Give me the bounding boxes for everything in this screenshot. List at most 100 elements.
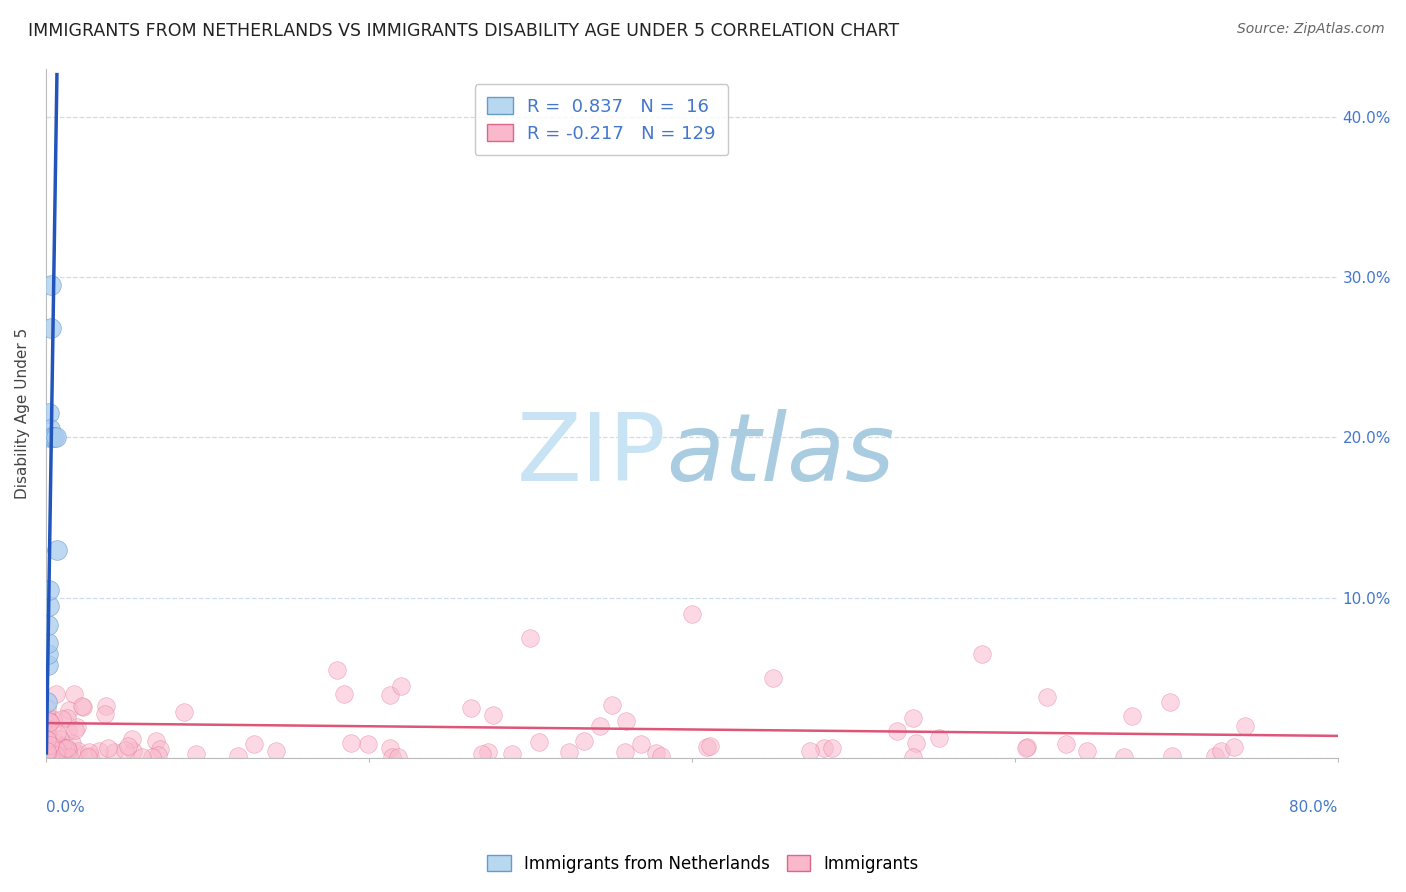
Text: Source: ZipAtlas.com: Source: ZipAtlas.com	[1237, 22, 1385, 37]
Point	[145, 734, 167, 748]
Point	[38, 715, 60, 730]
Point	[1114, 749, 1136, 764]
Point	[42, 712, 65, 726]
Point	[39, 749, 62, 764]
Point	[501, 747, 523, 761]
Point	[103, 745, 125, 759]
Point	[46, 743, 69, 757]
Y-axis label: Disability Age Under 5: Disability Age Under 5	[15, 327, 30, 499]
Point	[51, 739, 73, 754]
Point	[1017, 739, 1039, 754]
Point	[48, 747, 70, 762]
Point	[1054, 737, 1077, 751]
Point	[650, 749, 672, 764]
Point	[114, 743, 136, 757]
Point	[141, 749, 163, 764]
Point	[574, 733, 596, 747]
Point	[49, 749, 72, 764]
Point	[39, 749, 62, 764]
Point	[49, 731, 72, 746]
Point	[77, 745, 100, 759]
Point	[557, 745, 579, 759]
Point	[35, 747, 58, 761]
Point	[186, 747, 208, 761]
Point	[477, 745, 499, 759]
Point	[37, 618, 59, 632]
Point	[45, 725, 67, 739]
Point	[46, 542, 69, 557]
Point	[53, 740, 76, 755]
Point	[38, 430, 60, 444]
Point	[600, 698, 623, 712]
Point	[38, 747, 60, 762]
Point	[42, 746, 65, 760]
Point	[76, 749, 98, 764]
Point	[35, 727, 58, 741]
Point	[389, 679, 412, 693]
Point	[529, 735, 551, 749]
Point	[45, 747, 67, 762]
Point	[58, 749, 80, 764]
Point	[146, 747, 169, 762]
Point	[380, 688, 402, 702]
Point	[63, 723, 86, 738]
Point	[44, 740, 66, 755]
Point	[51, 749, 73, 764]
Point	[46, 749, 69, 764]
Point	[38, 740, 60, 755]
Point	[38, 406, 60, 420]
Point	[340, 736, 363, 750]
Point	[45, 430, 67, 444]
Point	[51, 712, 73, 726]
Point	[35, 701, 58, 715]
Point	[56, 743, 79, 757]
Point	[645, 746, 668, 760]
Point	[264, 744, 287, 758]
Point	[1161, 749, 1184, 764]
Point	[761, 671, 783, 685]
Legend: R =  0.837   N =  16, R = -0.217   N = 129: R = 0.837 N = 16, R = -0.217 N = 129	[475, 85, 728, 155]
Point	[35, 734, 58, 748]
Text: 0.0%: 0.0%	[46, 800, 84, 814]
Point	[42, 734, 65, 748]
Point	[972, 647, 994, 661]
Point	[94, 699, 117, 714]
Point	[66, 720, 89, 734]
Point	[58, 703, 80, 717]
Point	[35, 744, 58, 758]
Point	[44, 748, 66, 763]
Point	[1015, 741, 1038, 756]
Point	[121, 743, 143, 757]
Point	[378, 740, 401, 755]
Text: 80.0%: 80.0%	[1289, 800, 1337, 814]
Point	[38, 582, 60, 597]
Point	[51, 739, 73, 753]
Point	[39, 747, 62, 761]
Point	[35, 710, 58, 724]
Point	[588, 719, 610, 733]
Point	[58, 723, 80, 738]
Point	[79, 749, 101, 764]
Point	[799, 744, 821, 758]
Point	[821, 741, 844, 756]
Point	[35, 749, 58, 764]
Point	[37, 747, 59, 761]
Point	[243, 737, 266, 751]
Point	[37, 647, 59, 661]
Point	[905, 736, 928, 750]
Point	[37, 744, 59, 758]
Point	[39, 278, 62, 293]
Point	[121, 732, 143, 747]
Text: ZIP: ZIP	[516, 409, 666, 500]
Point	[42, 430, 65, 444]
Point	[903, 749, 925, 764]
Point	[886, 723, 908, 738]
Point	[387, 749, 409, 764]
Point	[39, 321, 62, 335]
Point	[1159, 696, 1181, 710]
Point	[39, 738, 62, 752]
Point	[813, 740, 835, 755]
Point	[173, 705, 195, 719]
Point	[35, 738, 58, 752]
Point	[41, 430, 63, 444]
